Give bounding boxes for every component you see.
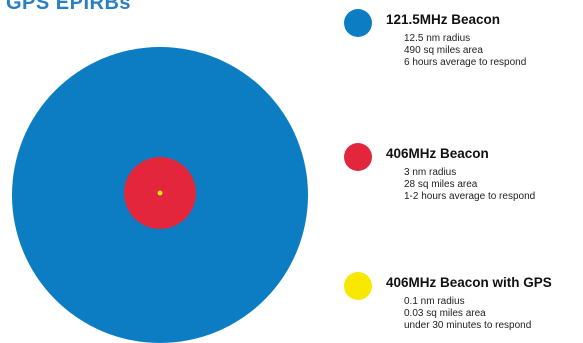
legend-detail-radius: 12.5 nm radius — [404, 33, 471, 44]
legend-name: 406MHz Beacon with GPS — [386, 275, 552, 290]
legend-detail-radius: 0.1 nm radius — [404, 296, 465, 307]
legend-detail-response: 6 hours average to respond — [404, 57, 527, 68]
coverage-circle-406mhz-gps — [157, 190, 163, 196]
legend-detail-area: 490 sq miles area — [404, 45, 483, 56]
legend-dot-121mhz — [344, 9, 372, 37]
legend-detail-area: 0.03 sq miles area — [404, 308, 486, 319]
page-title: GPS EPIRBs — [6, 0, 132, 14]
legend-detail-response: 1-2 hours average to respond — [404, 191, 536, 202]
legend-dot-406mhz — [344, 143, 372, 171]
legend-name: 406MHz Beacon — [386, 146, 489, 161]
legend-name: 121.5MHz Beacon — [386, 12, 501, 27]
legend-details: 3 nm radius 28 sq miles area 1-2 hours a… — [404, 167, 535, 203]
legend-details: 12.5 nm radius 490 sq miles area 6 hours… — [404, 33, 526, 69]
legend-dot-406mhz-gps — [344, 272, 372, 300]
legend-detail-radius: 3 nm radius — [404, 167, 457, 178]
legend-details: 0.1 nm radius 0.03 sq miles area under 3… — [404, 296, 531, 332]
legend-detail-area: 28 sq miles area — [404, 179, 478, 190]
legend-detail-response: under 30 minutes to respond — [404, 320, 532, 331]
